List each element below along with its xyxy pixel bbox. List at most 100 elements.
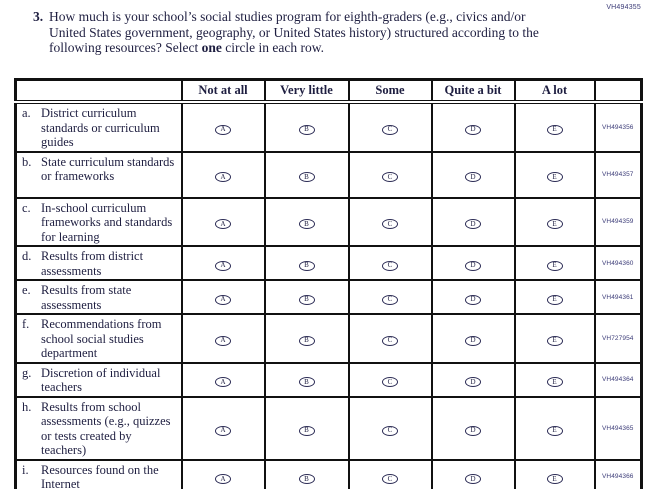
row-label: i. Resources found on the Internet	[17, 461, 181, 489]
response-bubble-e[interactable]: E	[546, 425, 563, 436]
row-item-letter: h.	[22, 399, 32, 414]
response-bubble-c[interactable]: C	[382, 377, 398, 387]
col-header-some: Some	[347, 78, 433, 104]
response-bubble-d[interactable]: D	[465, 294, 481, 305]
response-bubble-a[interactable]: A	[215, 377, 231, 387]
table-row: h. Results from school assessments (e.g.,…	[14, 395, 643, 461]
response-bubble-a[interactable]: A	[215, 335, 231, 346]
option-cell: A	[180, 395, 266, 461]
row-label-cell: c. In-school curriculum frameworks and st…	[14, 196, 183, 247]
option-cell: C	[347, 361, 433, 398]
option-cell: B	[263, 101, 350, 153]
response-bubble-b[interactable]: B	[298, 124, 315, 135]
row-label: e. Results from state assessments	[17, 281, 181, 313]
option-cell: A	[180, 458, 266, 489]
row-item-letter: a.	[22, 106, 31, 120]
option-cell: D	[430, 361, 516, 398]
response-bubble-d[interactable]: D	[465, 172, 481, 182]
option-cell: A	[180, 101, 266, 153]
response-bubble-c[interactable]: C	[382, 172, 398, 182]
response-bubble-e[interactable]: E	[546, 474, 563, 484]
response-bubble-b[interactable]: B	[298, 335, 315, 346]
row-label: g. Discretion of individual teachers	[17, 364, 181, 396]
header-row: Not at all Very little Some Quite a bit …	[14, 78, 643, 104]
option-cell: A	[180, 361, 266, 398]
response-bubble-c[interactable]: C	[382, 260, 398, 271]
response-bubble-b[interactable]: B	[298, 260, 315, 271]
response-bubble-e[interactable]: E	[546, 294, 563, 305]
response-bubble-c[interactable]: C	[382, 124, 398, 135]
row-label: d. Results from district assessments	[17, 247, 181, 279]
row-item-letter: e.	[22, 283, 31, 297]
response-bubble-a[interactable]: A	[215, 425, 231, 436]
response-bubble-e[interactable]: E	[546, 260, 563, 271]
response-bubble-d[interactable]: D	[465, 219, 481, 230]
option-cell: E	[513, 458, 596, 489]
response-bubble-d[interactable]: D	[465, 474, 481, 484]
option-cell: B	[263, 313, 350, 364]
response-bubble-a[interactable]: A	[215, 260, 231, 271]
option-cell: D	[430, 313, 516, 364]
response-bubble-d[interactable]: D	[465, 335, 481, 346]
option-cell: B	[263, 150, 350, 199]
row-item-letter: f.	[22, 317, 30, 331]
response-bubble-d[interactable]: D	[465, 377, 481, 387]
row-code: VH494359	[593, 196, 643, 247]
response-bubble-e[interactable]: E	[546, 219, 563, 230]
response-bubble-e[interactable]: E	[546, 335, 563, 346]
response-bubble-c[interactable]: C	[382, 335, 398, 346]
option-cell: D	[430, 395, 516, 461]
option-cell: E	[513, 313, 596, 364]
option-cell: E	[513, 196, 596, 247]
response-bubble-d[interactable]: D	[465, 425, 481, 436]
row-item-text: Results from district assessments	[41, 249, 144, 278]
response-bubble-b[interactable]: B	[298, 294, 315, 305]
response-bubble-e[interactable]: E	[546, 377, 563, 387]
col-header-very-little: Very little	[263, 78, 350, 104]
row-item-letter: g.	[22, 365, 32, 380]
option-cell: A	[180, 279, 266, 315]
row-item-text: State curriculum standards or frameworks	[41, 154, 175, 184]
response-table-body: a. District curriculum standards or curri…	[14, 101, 643, 489]
row-item-letter: i.	[22, 462, 29, 477]
option-cell: B	[263, 361, 350, 398]
question-text-part1: How much is your school’s social studies…	[49, 9, 539, 55]
table-row: e. Results from state assessments A B C D E VH4…	[14, 279, 643, 315]
option-cell: E	[513, 395, 596, 461]
table-row: i. Resources found on the Internet A B C D E VH…	[14, 458, 643, 489]
response-bubble-a[interactable]: A	[215, 294, 231, 305]
option-cell: E	[513, 150, 596, 199]
response-bubble-b[interactable]: B	[298, 377, 315, 387]
response-bubble-c[interactable]: C	[382, 425, 398, 436]
option-cell: A	[180, 245, 266, 281]
table-row: c. In-school curriculum frameworks and st…	[14, 196, 643, 247]
response-bubble-e[interactable]: E	[546, 124, 563, 135]
response-bubble-d[interactable]: D	[465, 260, 481, 271]
response-bubble-d[interactable]: D	[465, 124, 481, 135]
row-item-text: Discretion of individual teachers	[41, 365, 161, 395]
option-cell: B	[263, 245, 350, 281]
response-bubble-c[interactable]: C	[382, 474, 398, 484]
response-bubble-b[interactable]: B	[298, 172, 315, 182]
row-label-cell: f. Recommendations from school social stu…	[14, 313, 183, 364]
option-cell: A	[180, 150, 266, 199]
response-bubble-a[interactable]: A	[215, 172, 231, 182]
response-bubble-a[interactable]: A	[215, 124, 231, 135]
option-cell: D	[430, 196, 516, 247]
option-cell: B	[263, 395, 350, 461]
table-row: b. State curriculum standards or framewor…	[14, 150, 643, 199]
row-label-cell: g. Discretion of individual teachers	[14, 361, 183, 398]
response-bubble-c[interactable]: C	[382, 219, 398, 230]
row-code: VH494360	[593, 245, 643, 281]
response-bubble-b[interactable]: B	[298, 474, 315, 484]
response-bubble-a[interactable]: A	[215, 219, 231, 230]
question-text: How much is your school’s social studies…	[49, 9, 564, 56]
response-bubble-b[interactable]: B	[298, 219, 315, 230]
response-bubble-e[interactable]: E	[546, 172, 563, 182]
response-bubble-b[interactable]: B	[298, 425, 315, 436]
question-number: 3.	[33, 9, 44, 24]
response-bubble-c[interactable]: C	[382, 294, 398, 305]
row-code: VH727954	[593, 313, 643, 364]
response-bubble-a[interactable]: A	[215, 474, 231, 484]
option-cell: A	[180, 313, 266, 364]
